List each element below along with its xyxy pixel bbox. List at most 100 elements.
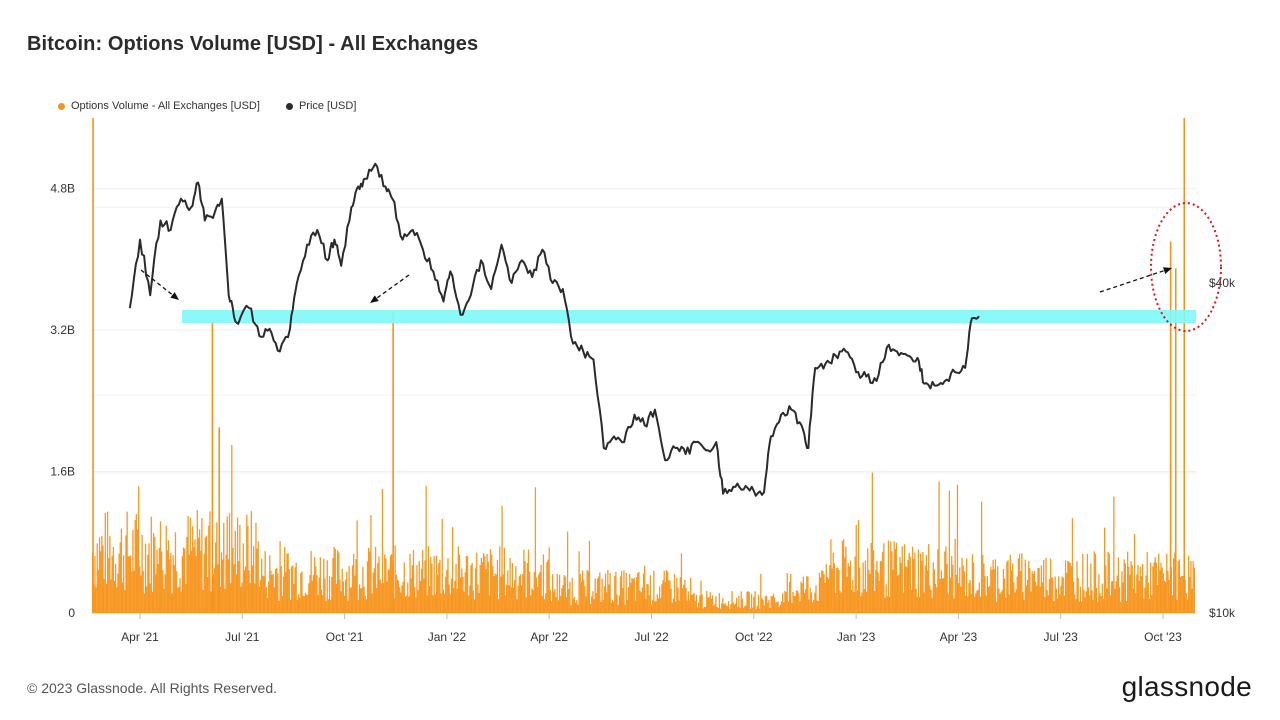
volume-bar [608,584,610,613]
volume-bar [1187,555,1190,613]
volume-bar [899,557,901,613]
volume-bar [1081,601,1083,613]
volume-bar [879,561,882,613]
volume-bar [1153,562,1155,613]
volume-bar [977,589,979,613]
volume-bar [1002,568,1005,613]
x-tick-label: Apr '23 [940,630,978,644]
volume-bar [289,599,292,613]
volume-bar [473,599,476,613]
volume-bar [537,586,539,613]
volume-bar [519,574,522,613]
volume-bar [296,600,298,613]
volume-bar [335,583,338,613]
volume-bar [601,578,603,613]
volume-bar [303,596,305,613]
volume-bar [400,592,402,613]
volume-bar [259,579,262,613]
volume-bar [1138,580,1140,613]
volume-bar [841,541,844,613]
volume-bar [635,577,638,613]
volume-bar [233,564,235,613]
volume-bar [798,593,800,613]
volume-bar [198,529,201,613]
volume-bar [952,564,954,613]
volume-bar [295,562,297,613]
volume-bar [1038,567,1040,613]
volume-bar [118,553,120,613]
volume-bar [715,596,717,613]
volume-bar [811,602,814,613]
volume-bar [520,585,523,613]
volume-bar [612,601,615,613]
volume-bar [878,580,880,613]
volume-bar [539,571,541,613]
volume-bar [852,579,854,613]
volume-bar [566,531,569,613]
legend-label-price: Price [USD] [298,100,357,112]
volume-bar [584,586,586,613]
volume-bar [1122,582,1124,613]
volume-bar [402,581,404,613]
volume-bar [370,515,372,613]
volume-bar [251,565,254,613]
volume-bar [328,576,331,613]
volume-bar [1087,587,1090,613]
volume-bar [146,586,148,613]
volume-bar [136,529,139,613]
volume-bar [533,572,535,613]
volume-bar [762,599,764,613]
volume-bar [639,590,641,613]
volume-bar [341,568,343,613]
volume-bar [369,551,371,613]
volume-bar [664,582,666,613]
volume-bar [786,572,788,613]
volume-bar [430,556,432,613]
volume-bar [962,565,964,613]
volume-bar [213,567,216,613]
volume-bar [818,572,821,613]
volume-bar [234,530,236,613]
volume-bar [680,553,683,613]
volume-bar [529,571,531,613]
volume-bar [791,602,793,613]
volume-bar [123,555,125,613]
legend-item-volume[interactable]: Options Volume - All Exchanges [USD] [58,100,260,112]
volume-bar [1039,586,1041,613]
volume-bar [1061,576,1063,613]
volume-bar [951,556,953,613]
volume-bar [304,592,307,613]
volume-bar [433,556,435,613]
volume-bar [524,561,526,613]
volume-bar [1118,587,1121,613]
volume-bar [960,586,962,613]
volume-bar [831,568,833,613]
volume-bar [1018,553,1021,613]
volume-bar [412,549,415,613]
volume-bar [754,591,756,613]
volume-bar [905,566,907,613]
annotation-arrow-left-head [170,292,179,300]
volume-bar [1045,557,1047,613]
volume-bar [523,549,525,613]
volume-bar [1006,561,1008,613]
volume-bar [833,563,836,613]
volume-bar [561,588,563,613]
volume-bar [167,540,170,613]
annotation-arrow-left [140,269,180,301]
x-tick-label: Jul '22 [634,630,669,644]
volume-bar [1028,561,1030,613]
volume-bar [219,586,221,613]
volume-bar [186,537,188,613]
volume-bar [414,586,416,613]
volume-bar [638,572,640,613]
volume-bar [837,567,839,613]
volume-bar [959,567,961,613]
volume-bar [256,548,258,613]
legend-item-price[interactable]: Price [USD] [285,100,357,112]
volume-bar [732,602,734,613]
volume-bar [930,590,932,613]
volume-bar [669,580,671,613]
volume-bar [161,551,163,613]
volume-bar [894,549,896,613]
